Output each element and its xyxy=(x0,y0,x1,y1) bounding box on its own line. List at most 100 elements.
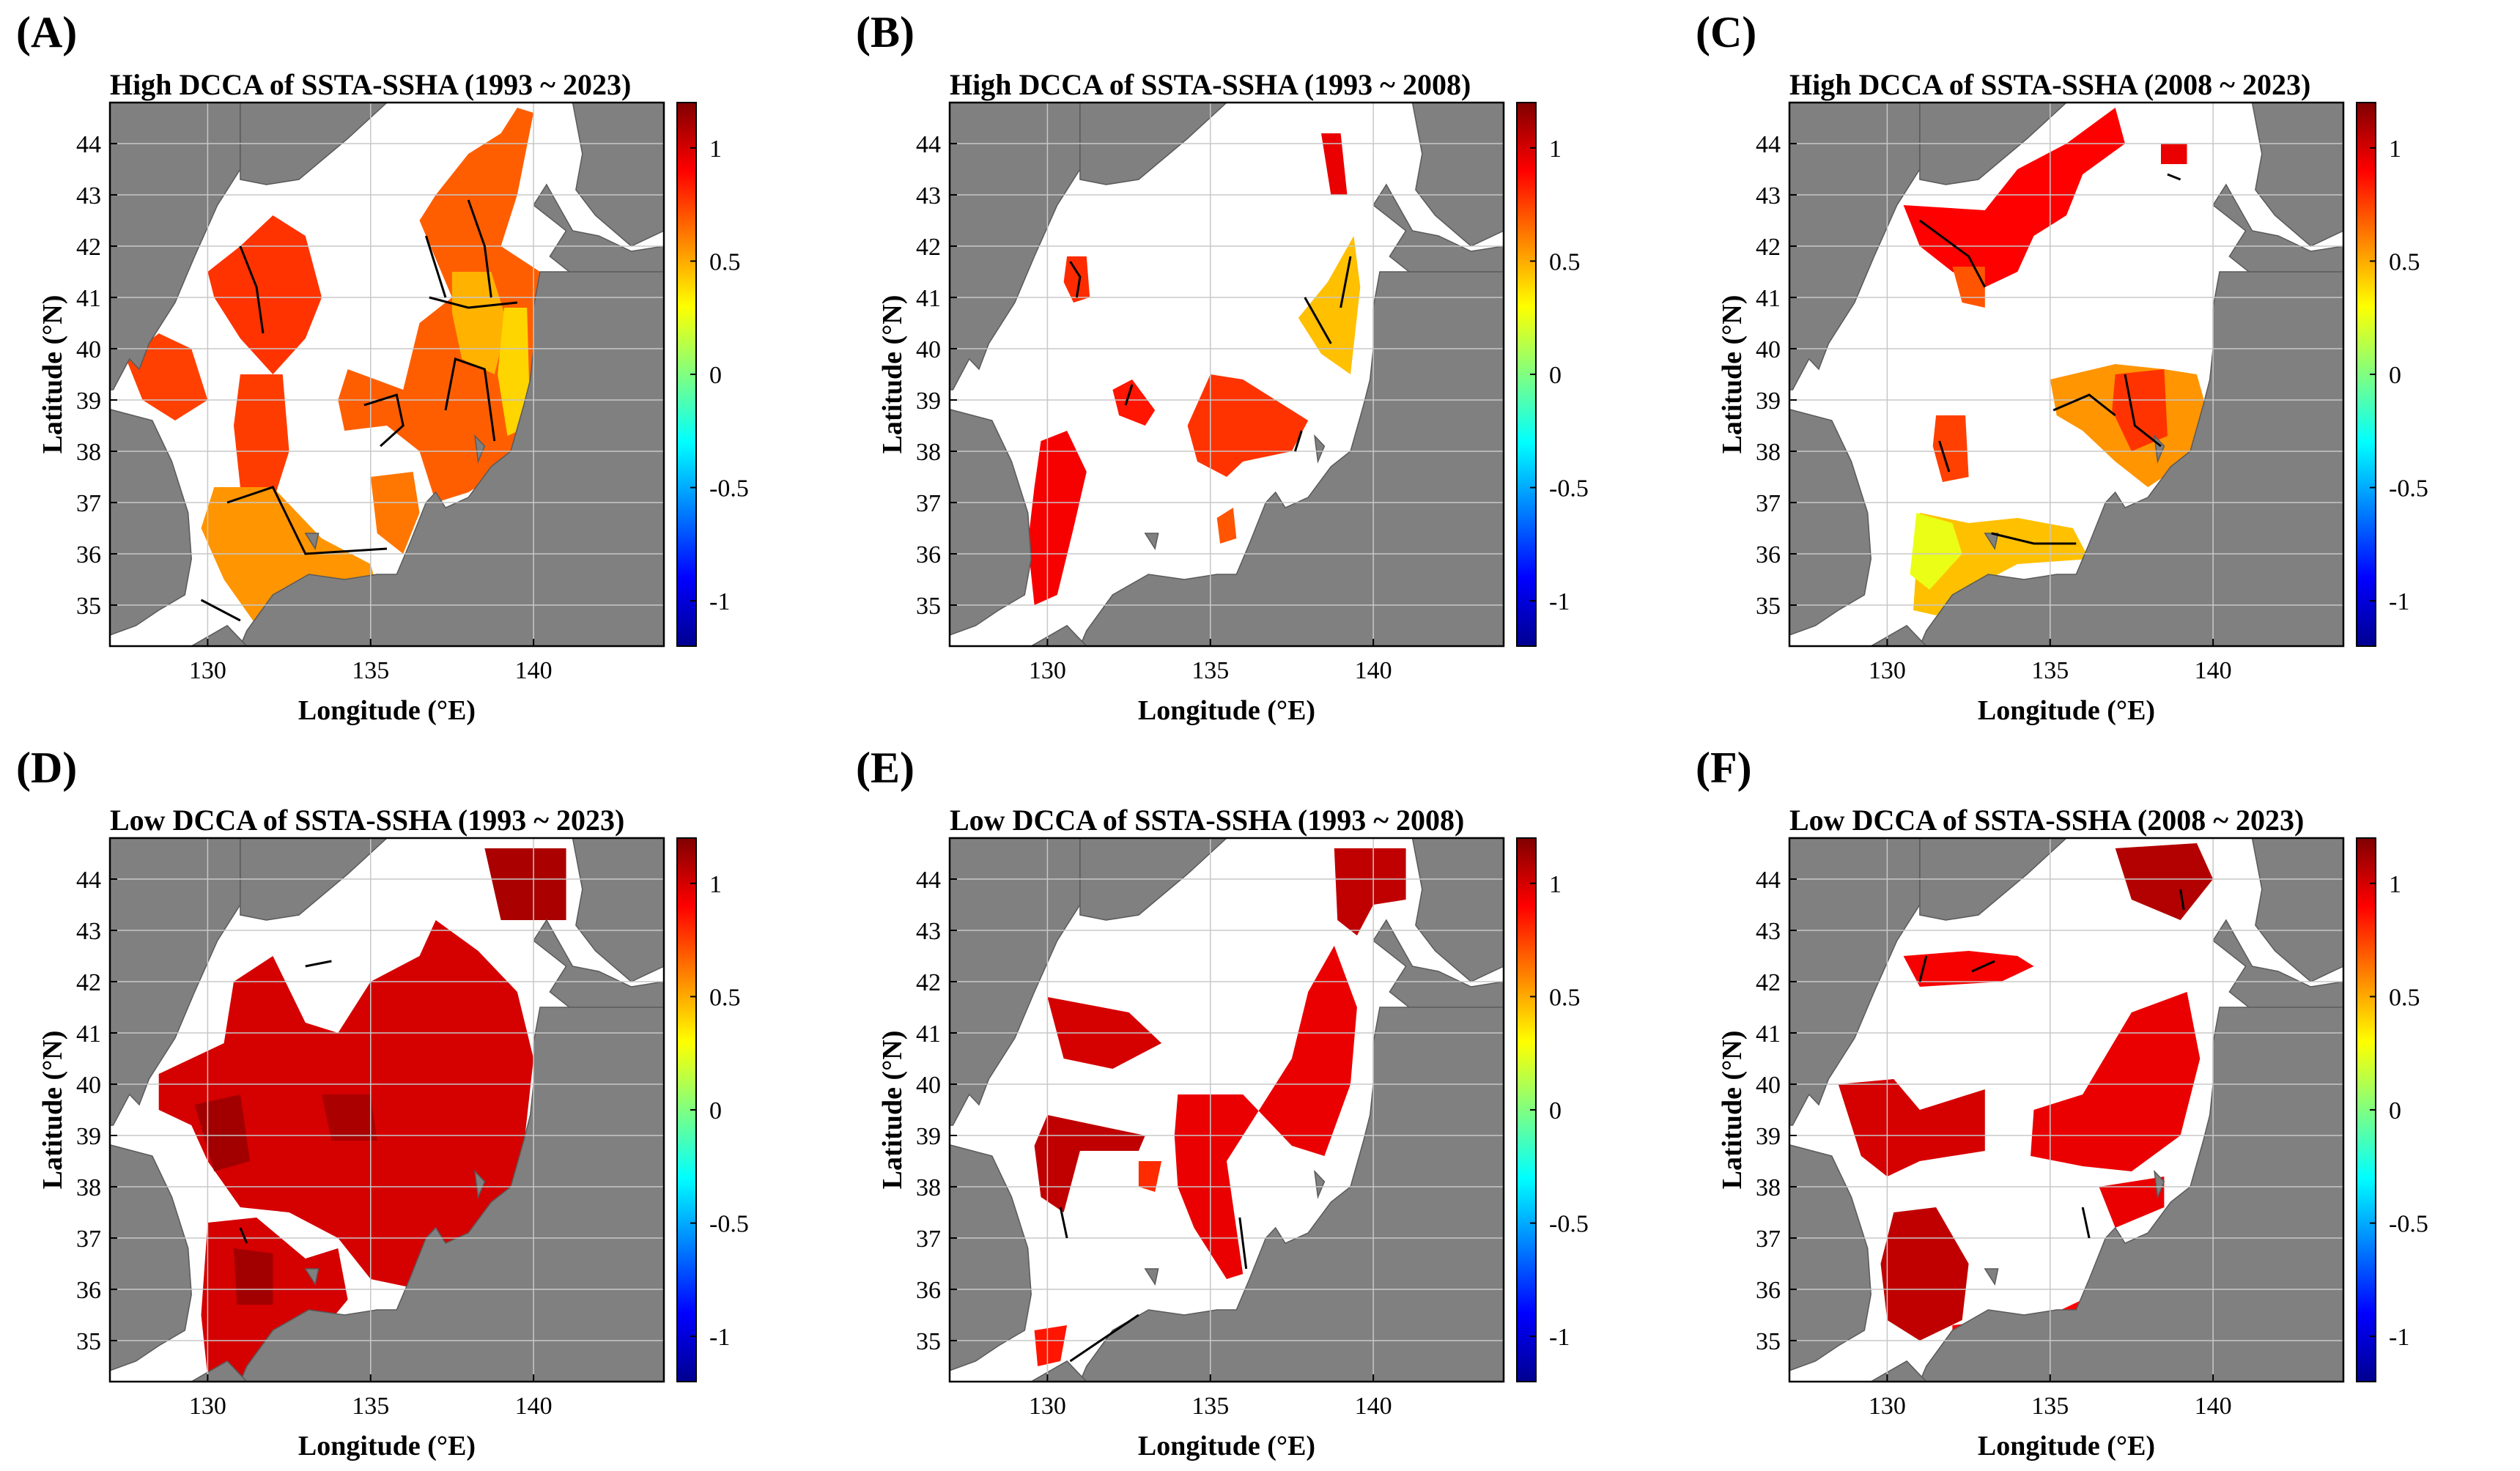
contour-line xyxy=(467,199,492,298)
panel-label: (C) xyxy=(1696,8,1757,56)
y-tick-label: 35 xyxy=(1756,1328,1781,1355)
contour-line xyxy=(1919,219,1987,288)
dcca-region-0 xyxy=(1063,256,1090,303)
land-mass-3 xyxy=(1411,103,1504,247)
colorbar-tick-label: 0 xyxy=(709,1097,722,1124)
contour-line xyxy=(226,486,388,555)
y-tick-label: 41 xyxy=(916,285,941,312)
dcca-region-2 xyxy=(1034,1115,1145,1212)
land-mass-3 xyxy=(2251,103,2343,247)
y-tick-label: 35 xyxy=(916,593,941,620)
y-tick-label: 43 xyxy=(916,918,941,945)
dcca-region-5 xyxy=(234,1248,273,1305)
y-tick-label: 39 xyxy=(1756,1123,1781,1150)
y-tick-label: 36 xyxy=(76,541,101,568)
contour-line xyxy=(200,599,241,622)
axes-frame xyxy=(1788,101,2345,648)
map-chart: 130 135 140 35 36 37 38 39 40 41 42 43 44 Longitude (… xyxy=(37,837,749,1461)
y-tick-label: 42 xyxy=(1756,969,1781,996)
y-tick-label: 35 xyxy=(1756,593,1781,620)
panel-d: (D) Low DCCA of SSTA-SSHA (1993 ~ 2023) 13… xyxy=(0,736,840,1471)
y-tick-label: 43 xyxy=(1756,182,1781,210)
colorbar-tick-label: 1 xyxy=(2389,136,2401,163)
land-mass-8 xyxy=(2154,1169,2165,1199)
panel-label: (D) xyxy=(16,744,78,792)
y-tick-label: 41 xyxy=(76,1020,101,1048)
y-tick-label: 39 xyxy=(1756,388,1781,415)
dcca-region-3 xyxy=(194,1094,251,1171)
contour-line xyxy=(1069,1313,1139,1363)
x-axis-label: Longitude (°E) xyxy=(298,1431,476,1461)
contour-line xyxy=(2124,374,2162,448)
land-mass-1 xyxy=(110,409,192,636)
panel-title: High DCCA of SSTA-SSHA (2008 ~ 2023) xyxy=(1789,68,2311,101)
dcca-region-2 xyxy=(484,848,566,920)
colorbar-tick-label: 0 xyxy=(709,362,722,389)
land-mass-6 xyxy=(1869,1360,1927,1382)
colorbar-tick-label: 0.5 xyxy=(2389,984,2420,1011)
map-chart: 130 135 140 35 36 37 38 39 40 41 42 43 44 Longitude (… xyxy=(877,101,1589,726)
colorbar-tick-label: -1 xyxy=(709,1324,730,1351)
contour-line xyxy=(1069,261,1082,298)
y-tick-label: 41 xyxy=(916,1020,941,1048)
y-tick-label: 43 xyxy=(916,182,941,210)
colorbar-tick-label: 1 xyxy=(1549,136,1562,163)
panel-title: Low DCCA of SSTA-SSHA (2008 ~ 2023) xyxy=(1789,804,2305,837)
dcca-region-4 xyxy=(1034,1325,1068,1366)
dcca-region-4 xyxy=(2031,992,2201,1171)
x-tick-label: 135 xyxy=(2031,1393,2069,1420)
contour-line xyxy=(1971,960,1995,973)
colorbar-tick-label: 1 xyxy=(709,871,722,898)
y-tick-label: 44 xyxy=(76,131,101,158)
y-tick-label: 40 xyxy=(1756,336,1781,363)
land-mass-6 xyxy=(1869,625,1927,646)
map-chart: 130 135 140 35 36 37 38 39 40 41 42 43 44 Longitude (… xyxy=(1717,101,2428,726)
panel-f: (F) Low DCCA of SSTA-SSHA (2008 ~ 2023) 13… xyxy=(1680,736,2519,1471)
contour-line xyxy=(1918,955,1928,982)
contour-line xyxy=(1340,256,1352,308)
x-tick-label: 135 xyxy=(1191,657,1229,684)
y-tick-label: 41 xyxy=(1756,285,1781,312)
map-chart: 130 135 140 35 36 37 38 39 40 41 42 43 44 Longitude (… xyxy=(1717,837,2428,1461)
contour-line xyxy=(2167,173,2181,181)
y-tick-label: 38 xyxy=(76,439,101,466)
land-mass-5 xyxy=(1079,1007,1504,1382)
dcca-region-4 xyxy=(322,1094,377,1141)
axes-frame xyxy=(108,837,665,1383)
panel-b: (B) High DCCA of SSTA-SSHA (1993 ~ 2008) 1… xyxy=(840,0,1680,736)
y-tick-label: 36 xyxy=(1756,1277,1781,1304)
dcca-region-3 xyxy=(1174,946,1357,1279)
dcca-region-1 xyxy=(1903,951,2034,987)
panel-title: High DCCA of SSTA-SSHA (1993 ~ 2023) xyxy=(110,68,632,101)
contour-line xyxy=(1304,297,1332,344)
colorbar-tick-label: 0.5 xyxy=(709,248,741,275)
y-tick-label: 38 xyxy=(76,1174,101,1201)
dcca-region-0 xyxy=(1334,848,1406,935)
y-axis-label: Latitude (°N) xyxy=(877,1031,908,1190)
colorbar-tick-label: -0.5 xyxy=(2389,1211,2428,1238)
land-mass-1 xyxy=(950,409,1032,636)
x-tick-label: 130 xyxy=(189,1393,226,1420)
colorbar-tick-label: -1 xyxy=(709,588,730,615)
y-axis-label: Latitude (°N) xyxy=(877,295,908,454)
y-axis-label: Latitude (°N) xyxy=(37,295,68,454)
panel-label: (F) xyxy=(1696,744,1752,792)
axes-frame xyxy=(948,837,1505,1383)
panel-label: (A) xyxy=(16,8,78,56)
y-tick-label: 44 xyxy=(916,867,941,894)
contour-line xyxy=(2052,393,2116,417)
land-mass-6 xyxy=(190,1360,248,1382)
dcca-region-2 xyxy=(2161,144,2187,164)
contour-line xyxy=(429,296,518,309)
x-tick-label: 130 xyxy=(1029,657,1066,684)
land-mass-5 xyxy=(240,1007,664,1382)
y-tick-label: 44 xyxy=(1756,131,1781,158)
dcca-region-0 xyxy=(126,333,208,420)
land-mass-7 xyxy=(1144,533,1159,550)
y-tick-label: 36 xyxy=(1756,541,1781,568)
colorbar-tick-label: 0 xyxy=(2389,362,2401,389)
x-tick-label: 140 xyxy=(1355,657,1392,684)
y-tick-label: 43 xyxy=(76,918,101,945)
x-tick-label: 140 xyxy=(2195,657,2232,684)
